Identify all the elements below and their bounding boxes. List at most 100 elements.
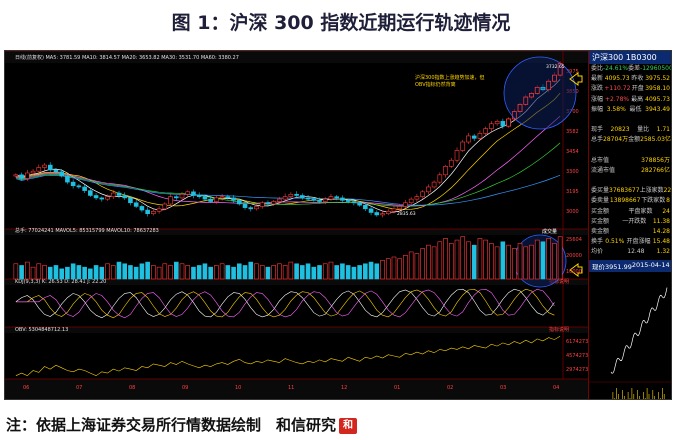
- quote-cell: 买金额: [591, 217, 610, 225]
- candle-body: [88, 190, 93, 196]
- quote-cell: 4095.73: [604, 75, 630, 83]
- candle-body: [30, 170, 36, 174]
- quote-cell: 1.71: [656, 126, 670, 134]
- quote-row: 买金额 一开跌数 11.38: [589, 217, 671, 227]
- candle-body: [489, 123, 494, 129]
- volume-bar: [88, 268, 93, 280]
- quote-cell: 28704万: [603, 136, 629, 144]
- volume-panel-header: 总手: 77024241 MAVOL5: 85315799 MAVOL10: 7…: [15, 227, 159, 234]
- quote-cell: 开盘涨幅: [626, 238, 651, 246]
- volume-bar: [471, 244, 477, 280]
- quote-row: 总手 28704万 金额 2585.03亿: [589, 135, 671, 145]
- volume-bar: [334, 265, 340, 280]
- panel-separator: [5, 279, 588, 285]
- intraday-price-line: [610, 287, 668, 374]
- quote-cell: 13898667: [609, 197, 641, 205]
- candle-body: [391, 208, 397, 212]
- candle-body: [311, 198, 317, 201]
- quote-cell: 委卖量: [591, 197, 610, 205]
- candle-body: [511, 111, 517, 120]
- quote-cell: 3958.10: [645, 85, 670, 93]
- volume-bar: [139, 263, 145, 280]
- volume-bar: [122, 263, 128, 280]
- ma-line-ma30: [15, 142, 561, 207]
- candle-body: [162, 203, 168, 210]
- quote-cell: 0.51%: [605, 238, 625, 246]
- volume-bar: [116, 261, 122, 280]
- kdj-badge: 指标说明: [549, 278, 569, 285]
- kdj-line: [15, 288, 555, 319]
- candle-body: [231, 197, 236, 201]
- price-tick-label: 3300: [566, 169, 579, 175]
- volume-bar: [242, 265, 248, 280]
- candle-body: [557, 63, 563, 76]
- ma-line-ma60: [15, 174, 561, 206]
- quote-cell: 11.38: [652, 217, 670, 225]
- volume-tick-label: 25604: [566, 237, 582, 243]
- x-tick-label: 02: [447, 385, 453, 391]
- candle-body: [385, 210, 391, 215]
- quote-row: 总市值 378856万: [589, 156, 671, 166]
- quote-cell: 委买量: [591, 187, 610, 195]
- quote-cell: 3.58%: [606, 105, 626, 113]
- candle-body: [173, 196, 179, 199]
- volume-bar: [110, 265, 116, 280]
- panel-separator: [5, 379, 588, 399]
- volume-bar: [59, 268, 65, 280]
- quote-cell: 下跌家数: [641, 197, 666, 205]
- volume-bar: [511, 248, 517, 280]
- volume-bar: [529, 244, 534, 280]
- quote-cell: 总手: [591, 136, 604, 144]
- quote-cell: 金额: [628, 136, 641, 144]
- quote-cell: 4095.73: [645, 95, 670, 103]
- annotation-text: 沪深300指数上涨趋势加速，但 OBV指标仍然背离: [415, 74, 485, 88]
- main-panel-header: 日线(前复权) MA5: 3781.59 MA10: 3814.57 MA20:…: [15, 54, 239, 61]
- quote-cell: 8: [666, 197, 670, 205]
- candle-body: [380, 213, 385, 216]
- quote-cell: 最新: [591, 75, 604, 83]
- x-tick-label: 04: [553, 385, 559, 391]
- volume-bar: [357, 265, 362, 280]
- quote-row: 均价 12.48 1.32: [589, 247, 671, 257]
- volume-bar: [368, 261, 374, 280]
- volume-bar: [540, 241, 546, 280]
- candle-body: [345, 200, 351, 202]
- volume-bar: [173, 261, 179, 280]
- quote-row: 买金额 平盘家数 24: [589, 207, 671, 217]
- volume-bar: [397, 258, 403, 280]
- candle-body: [282, 196, 288, 200]
- quote-row: 涨跌 +110.72 开盘 3958.10: [589, 84, 671, 94]
- volume-bar: [225, 265, 231, 280]
- volume-bar: [374, 263, 380, 280]
- volume-bar: [300, 265, 305, 280]
- volume-bar: [53, 265, 59, 280]
- quote-row: [589, 176, 671, 186]
- high-price-label: 3732.65: [546, 64, 565, 70]
- volume-bar: [317, 265, 322, 280]
- intraday-chart: [589, 287, 671, 399]
- candle-body: [414, 196, 420, 200]
- volume-bar: [345, 265, 351, 280]
- quote-cell: -12960500: [640, 65, 672, 72]
- x-tick-label: 09: [182, 385, 188, 391]
- volume-bar: [65, 266, 70, 280]
- volume-bar: [99, 266, 105, 280]
- candle-body: [65, 175, 70, 183]
- quote-row: [589, 115, 671, 125]
- kdj-line: [15, 288, 555, 319]
- x-tick-label: 08: [129, 385, 135, 391]
- trading-terminal: 日线(前复权) MA5: 3781.59 MA10: 3814.57 MA20:…: [4, 50, 672, 400]
- candle-body: [431, 181, 437, 188]
- quote-row: 委比 -24.61% 委差 -12960500: [589, 64, 672, 74]
- quote-cell: 换手: [591, 238, 604, 246]
- candle-body: [133, 202, 139, 207]
- quote-row: 涨幅 +2.78% 最高 4095.73: [589, 95, 671, 105]
- volume-bar: [443, 238, 448, 280]
- candle-body: [219, 196, 225, 199]
- volume-bar: [385, 258, 391, 280]
- quote-cell: 卖金额: [591, 228, 610, 235]
- volume-bar: [363, 263, 368, 280]
- chart-area: 日线(前复权) MA5: 3781.59 MA10: 3814.57 MA20:…: [5, 51, 588, 399]
- volume-bar: [431, 246, 437, 280]
- price-tick-label: 3195: [566, 189, 579, 195]
